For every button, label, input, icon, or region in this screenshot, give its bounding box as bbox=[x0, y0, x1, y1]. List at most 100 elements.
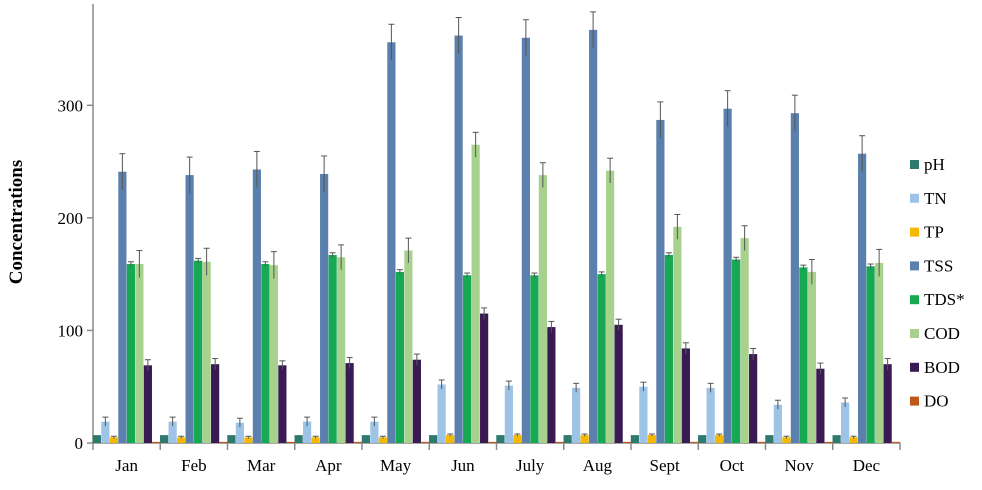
bar bbox=[480, 313, 489, 443]
bar bbox=[639, 386, 648, 443]
bar bbox=[530, 275, 539, 443]
bar bbox=[370, 421, 379, 443]
bar bbox=[765, 435, 774, 443]
legend-swatch bbox=[910, 295, 919, 305]
bar bbox=[614, 324, 623, 443]
x-tick-label: Oct bbox=[720, 456, 745, 475]
bar bbox=[749, 354, 758, 443]
bar bbox=[866, 266, 875, 443]
bar bbox=[757, 441, 766, 443]
bar bbox=[698, 435, 707, 443]
bar bbox=[269, 265, 278, 443]
bar bbox=[454, 35, 463, 444]
x-tick-label: Mar bbox=[247, 456, 276, 475]
x-tick-label: Sept bbox=[650, 456, 681, 475]
legend-label: TN bbox=[924, 189, 947, 208]
bar bbox=[261, 264, 270, 443]
legend-swatch bbox=[910, 193, 919, 203]
bar bbox=[681, 348, 690, 443]
bar bbox=[623, 441, 632, 443]
bar bbox=[673, 226, 682, 443]
bar bbox=[101, 421, 110, 443]
bar bbox=[521, 37, 530, 444]
bar bbox=[345, 363, 354, 443]
bar bbox=[656, 119, 665, 443]
bar bbox=[782, 437, 791, 443]
bar bbox=[816, 368, 825, 443]
bar bbox=[832, 435, 841, 443]
bar bbox=[437, 384, 446, 443]
bar bbox=[202, 261, 211, 443]
bar bbox=[328, 255, 337, 443]
bar bbox=[555, 441, 564, 443]
bar bbox=[606, 170, 615, 443]
bar bbox=[227, 435, 236, 443]
error-bars bbox=[102, 11, 891, 439]
bar bbox=[429, 435, 438, 443]
bar bbox=[740, 238, 749, 443]
bar bbox=[513, 435, 522, 443]
bar bbox=[706, 387, 715, 443]
bar bbox=[92, 435, 101, 443]
bar bbox=[126, 264, 135, 443]
bar bbox=[211, 364, 220, 443]
x-tick-label: July bbox=[516, 456, 545, 475]
x-tick-label: Dec bbox=[853, 456, 881, 475]
x-tick-label: Jun bbox=[451, 456, 475, 475]
bar bbox=[278, 365, 287, 443]
bar bbox=[219, 441, 228, 443]
bar bbox=[547, 327, 556, 443]
bar bbox=[858, 153, 867, 443]
y-tick-label: 100 bbox=[58, 321, 84, 340]
y-tick-label: 300 bbox=[58, 96, 84, 115]
bar bbox=[824, 441, 833, 443]
bar bbox=[404, 250, 413, 443]
bar bbox=[235, 422, 244, 443]
bar bbox=[152, 441, 161, 443]
bar bbox=[597, 274, 606, 443]
legend-swatch bbox=[910, 227, 919, 237]
legend-swatch bbox=[910, 362, 919, 372]
bars bbox=[92, 29, 901, 444]
bar bbox=[799, 267, 808, 443]
bar bbox=[664, 255, 673, 443]
y-tick-label: 200 bbox=[58, 209, 84, 228]
legend-label: TP bbox=[924, 223, 944, 242]
bar bbox=[790, 113, 799, 443]
x-tick-label: Jan bbox=[115, 456, 138, 475]
legend-label: BOD bbox=[924, 358, 960, 377]
legend-swatch bbox=[910, 160, 919, 169]
bar bbox=[311, 437, 320, 443]
y-axis-title: Concentrations bbox=[6, 160, 27, 285]
x-axis-labels: Jan Feb Mar Apr May Jun July Aug Sept Oct Nov Dec bbox=[115, 456, 880, 475]
bar bbox=[378, 437, 387, 443]
bar bbox=[337, 257, 346, 443]
bar bbox=[294, 435, 303, 443]
legend-swatch bbox=[910, 396, 919, 406]
bar bbox=[647, 435, 656, 443]
bar bbox=[446, 435, 455, 443]
bar bbox=[361, 435, 370, 443]
x-tick-label: May bbox=[380, 456, 412, 475]
bar bbox=[723, 108, 732, 443]
bar bbox=[354, 441, 363, 443]
bar bbox=[690, 441, 699, 443]
bar bbox=[143, 365, 152, 443]
bar bbox=[841, 402, 850, 443]
y-tick-label: 0 bbox=[75, 434, 84, 453]
bar bbox=[135, 264, 144, 443]
bar bbox=[109, 437, 118, 443]
bar bbox=[572, 387, 581, 443]
x-tick-label: Aug bbox=[583, 456, 613, 475]
bar bbox=[538, 175, 547, 443]
x-tick-label: Feb bbox=[181, 456, 207, 475]
bar bbox=[118, 171, 127, 443]
bar bbox=[488, 441, 497, 443]
bar bbox=[732, 259, 741, 443]
bar bbox=[395, 271, 404, 443]
bar bbox=[807, 271, 816, 443]
bar bbox=[589, 29, 598, 444]
bar bbox=[303, 421, 312, 443]
